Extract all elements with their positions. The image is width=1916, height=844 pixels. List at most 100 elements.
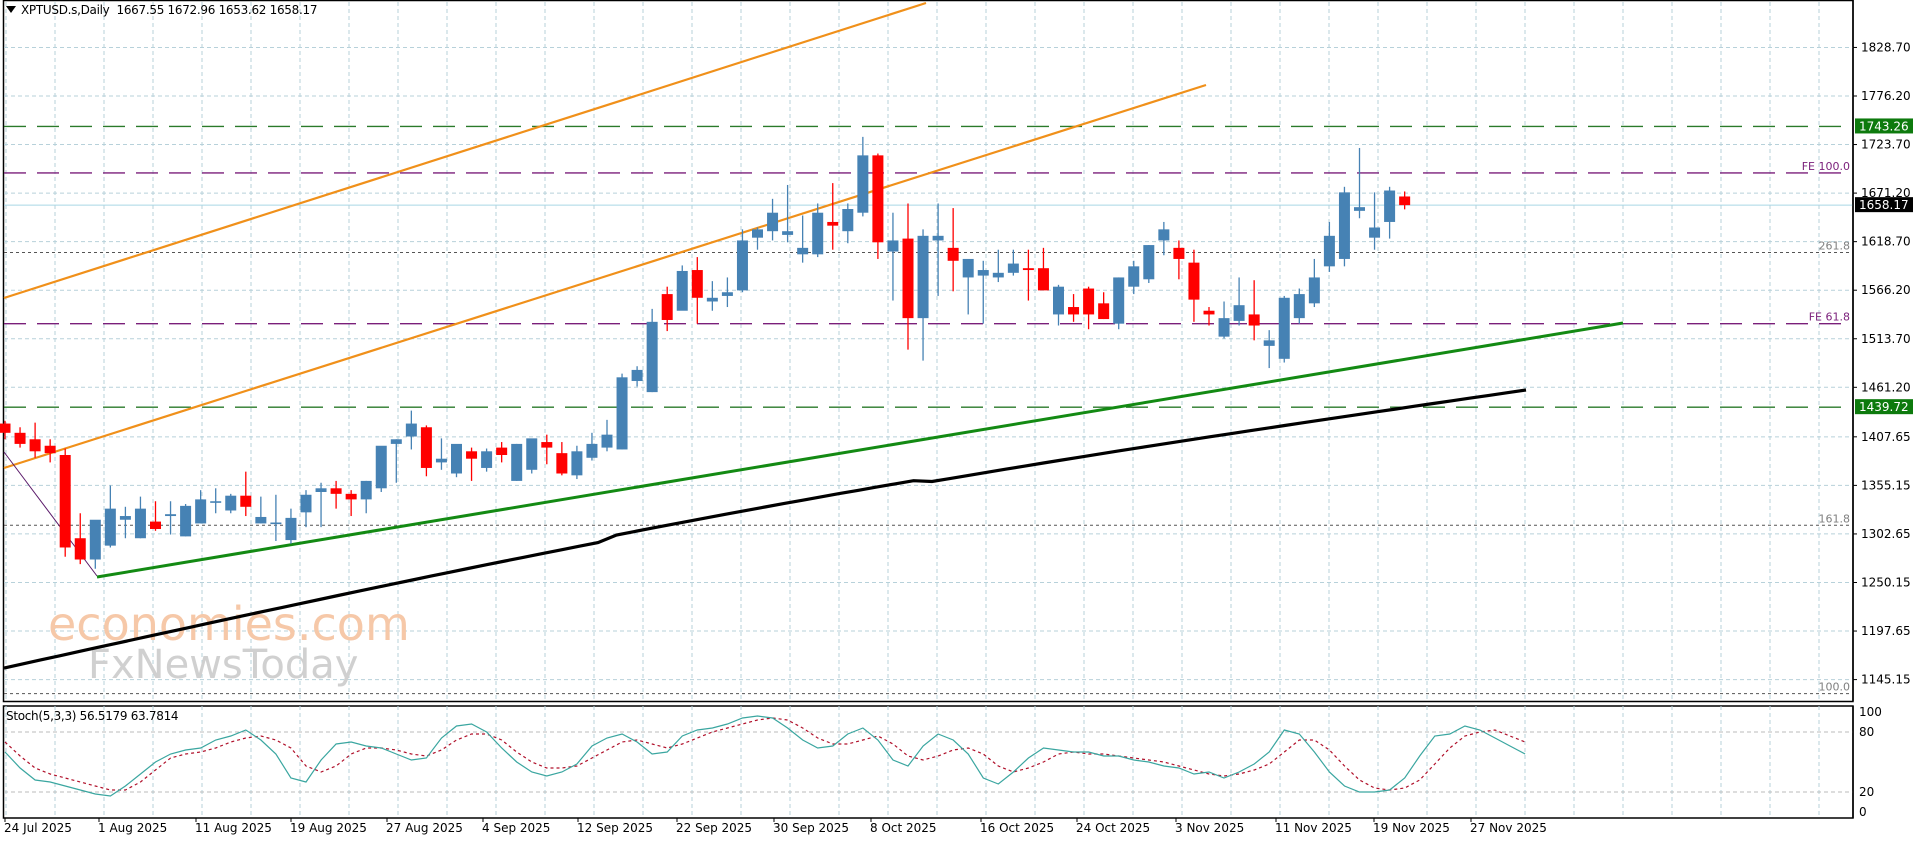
candle[interactable]	[601, 419, 613, 452]
candle[interactable]	[345, 490, 357, 517]
candle[interactable]	[511, 443, 523, 481]
candle[interactable]	[541, 434, 553, 465]
candle[interactable]	[134, 496, 146, 539]
candle[interactable]	[330, 480, 342, 509]
candle[interactable]	[195, 490, 207, 524]
candle[interactable]	[165, 501, 177, 535]
collapse-triangle-icon[interactable]	[6, 6, 16, 13]
candle[interactable]	[74, 513, 86, 565]
candle[interactable]	[1128, 260, 1140, 295]
candle[interactable]	[586, 432, 598, 461]
candle[interactable]	[89, 519, 101, 569]
candle[interactable]	[1173, 240, 1185, 280]
candle[interactable]	[1323, 221, 1335, 272]
candle[interactable]	[721, 277, 733, 308]
candle[interactable]	[1007, 249, 1019, 276]
candle[interactable]	[706, 281, 718, 311]
candle[interactable]	[526, 438, 538, 474]
candle[interactable]	[255, 496, 267, 524]
candle[interactable]	[496, 442, 508, 463]
candle[interactable]	[1083, 286, 1095, 330]
candle[interactable]	[1053, 284, 1064, 326]
candle[interactable]	[1263, 330, 1275, 369]
candle[interactable]	[556, 442, 568, 476]
horizontal-levels[interactable]: FE 100.0 FE 61.8 261.8 161.8 100.0	[4, 125, 1850, 695]
candle[interactable]	[857, 136, 869, 217]
candle[interactable]	[752, 227, 763, 250]
candle[interactable]	[1354, 147, 1365, 219]
candle[interactable]	[872, 153, 884, 259]
candle[interactable]	[932, 203, 944, 296]
candle[interactable]	[315, 482, 327, 528]
candle[interactable]	[1203, 307, 1215, 326]
candle[interactable]	[481, 448, 493, 472]
candle[interactable]	[0, 420, 11, 440]
candle[interactable]	[119, 506, 131, 539]
candle[interactable]	[1022, 249, 1034, 301]
candle[interactable]	[59, 448, 71, 557]
candle[interactable]	[691, 257, 703, 324]
candle[interactable]	[405, 410, 417, 450]
candle[interactable]	[420, 425, 432, 477]
candle[interactable]	[842, 203, 854, 244]
candle[interactable]	[1369, 192, 1381, 250]
support-trendline[interactable]	[96, 321, 1624, 579]
candle[interactable]	[646, 308, 658, 393]
candle[interactable]	[736, 229, 748, 293]
candle[interactable]	[977, 260, 989, 324]
candle[interactable]	[1233, 277, 1245, 326]
candle[interactable]	[1143, 245, 1155, 283]
candle[interactable]	[270, 494, 282, 542]
candle[interactable]	[210, 488, 222, 514]
candle[interactable]	[360, 480, 372, 514]
candle[interactable]	[180, 504, 192, 537]
candle[interactable]	[902, 203, 914, 350]
candle[interactable]	[962, 258, 974, 315]
candle[interactable]	[466, 447, 478, 481]
candle[interactable]	[1293, 288, 1305, 324]
candle[interactable]	[1248, 280, 1260, 341]
candle[interactable]	[29, 422, 41, 458]
candle[interactable]	[240, 471, 252, 517]
candle[interactable]	[104, 485, 116, 548]
candle[interactable]	[767, 198, 779, 241]
candle[interactable]	[1158, 221, 1170, 256]
candle[interactable]	[435, 438, 447, 470]
candle[interactable]	[225, 493, 237, 514]
candle[interactable]	[300, 490, 312, 528]
candle[interactable]	[1218, 301, 1230, 339]
candle[interactable]	[1278, 295, 1290, 363]
candle[interactable]	[1384, 186, 1396, 239]
candle[interactable]	[1068, 294, 1080, 322]
candle[interactable]	[1338, 186, 1350, 267]
candle[interactable]	[14, 427, 26, 448]
candle[interactable]	[1399, 191, 1411, 210]
candle[interactable]	[676, 265, 688, 311]
candle[interactable]	[44, 439, 56, 463]
candle[interactable]	[812, 203, 824, 258]
candle[interactable]	[616, 373, 628, 450]
candle[interactable]	[631, 366, 643, 387]
candle[interactable]	[285, 508, 297, 544]
candle[interactable]	[571, 445, 583, 480]
candle[interactable]	[992, 249, 1004, 283]
candle[interactable]	[947, 208, 959, 292]
candle[interactable]	[390, 439, 402, 483]
candle[interactable]	[375, 445, 387, 492]
candle[interactable]	[1308, 258, 1320, 308]
channel-lines[interactable]	[3, 1, 1207, 470]
candle[interactable]	[827, 183, 839, 250]
candle[interactable]	[797, 215, 809, 263]
candle[interactable]	[1098, 292, 1110, 320]
candle[interactable]	[451, 443, 462, 478]
candle[interactable]	[917, 229, 929, 361]
candle[interactable]	[887, 212, 899, 301]
candle[interactable]	[661, 286, 673, 332]
candle[interactable]	[1188, 249, 1200, 322]
candle[interactable]	[782, 184, 794, 243]
candle[interactable]	[1037, 247, 1049, 291]
candle[interactable]	[1113, 277, 1125, 330]
candle[interactable]	[150, 501, 161, 531]
